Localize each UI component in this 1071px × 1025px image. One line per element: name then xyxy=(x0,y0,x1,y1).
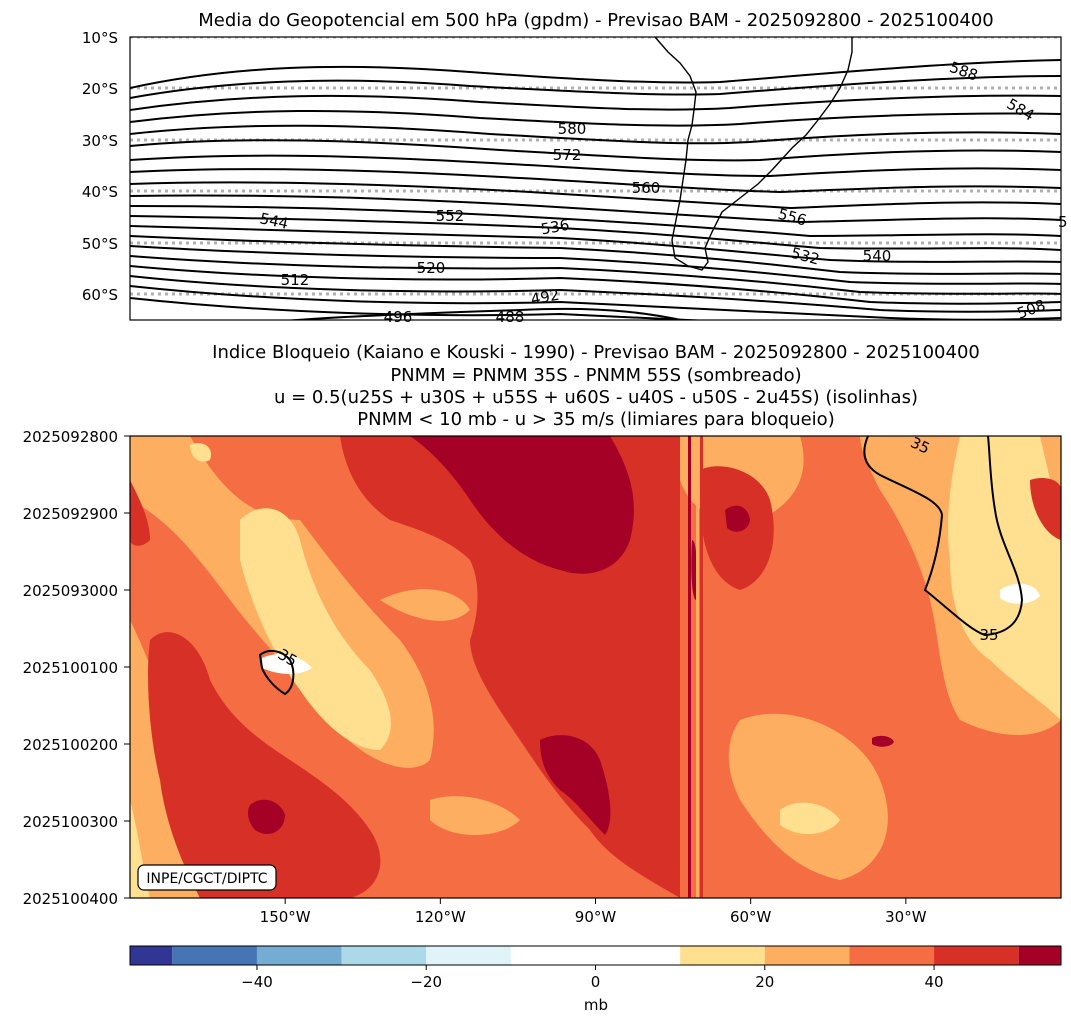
panel2-title-line: Indice Bloqueio (Kaiano e Kouski - 1990)… xyxy=(212,342,980,363)
colorbar-tick-label: −20 xyxy=(410,973,442,991)
x-tick-label: 30°W xyxy=(885,908,927,926)
y-tick-label: 2025092800 xyxy=(23,428,118,446)
colorbar: −40 −20 0 20 40 xyxy=(129,945,1062,991)
x-tick-label: 60°W xyxy=(730,908,772,926)
y-tick-label: 2025093000 xyxy=(23,582,118,600)
contour-label: 572 xyxy=(553,146,582,164)
colorbar-segment xyxy=(934,946,1019,965)
colorbar-segment xyxy=(341,946,427,965)
panel1-y-axis: 10°S 20°S 30°S 40°S 50°S 60°S xyxy=(82,29,118,304)
contour-label: 536 xyxy=(539,216,570,239)
x-tick-label: 120°W xyxy=(415,908,466,926)
contour-label: 488 xyxy=(496,308,525,326)
watermark-text: INPE/CGCT/DIPTC xyxy=(146,871,267,887)
u-isolines xyxy=(258,436,1024,696)
x-tick-label: 90°W xyxy=(575,908,617,926)
panel2-plot-area xyxy=(130,436,1061,898)
contour-label: 492 xyxy=(529,286,560,309)
colorbar-segment xyxy=(510,946,681,965)
contour-label: 512 xyxy=(281,271,310,289)
contour-label: 560 xyxy=(632,179,661,197)
y-tick-label: 50°S xyxy=(82,235,118,253)
field-above-50 xyxy=(247,436,894,835)
field-below-10 xyxy=(262,583,1040,674)
colorbar-tick-label: 0 xyxy=(591,973,601,991)
x-tick-label: 150°W xyxy=(260,908,311,926)
y-tick-label: 40°S xyxy=(82,183,118,201)
y-tick-label: 20°S xyxy=(82,80,118,98)
colorbar-segment xyxy=(680,946,765,965)
y-tick-label: 2025100400 xyxy=(23,890,118,908)
y-tick-label: 2025100200 xyxy=(23,736,118,754)
contour-label: 540 xyxy=(863,247,892,265)
panel1-title: Media do Geopotencial em 500 hPa (gpdm) … xyxy=(198,10,994,31)
colorbar-segment xyxy=(1018,946,1061,965)
contour-label: 544 xyxy=(258,209,290,233)
contour-label: 5 xyxy=(1058,213,1068,231)
colorbar-segment xyxy=(256,946,342,965)
y-tick-label: 2025100300 xyxy=(23,813,118,831)
contour-label: 580 xyxy=(558,120,587,138)
contour-label: 552 xyxy=(436,207,465,225)
panel1-plot-area xyxy=(130,37,1061,320)
watermark-box: INPE/CGCT/DIPTC xyxy=(137,864,277,891)
colorbar-segment xyxy=(172,946,257,965)
colorbar-segment xyxy=(426,946,511,965)
panel2-title-line: u = 0.5(u25S + u30S + u55S + u60S - u40S… xyxy=(274,387,918,408)
panel1-frame xyxy=(129,36,1062,321)
field-10-20 xyxy=(130,436,1061,898)
colorbar-tick-label: −40 xyxy=(241,973,273,991)
panel2-title-line: PNMM < 10 mb - u > 35 m/s (limiares para… xyxy=(357,409,834,430)
colorbar-tick-label: 40 xyxy=(924,973,943,991)
andes-stripe xyxy=(688,436,703,898)
y-tick-label: 60°S xyxy=(82,286,118,304)
contour-label: 496 xyxy=(384,308,413,326)
panel2-y-axis: 2025092800 2025092900 2025093000 2025100… xyxy=(23,428,118,908)
contour-label: 520 xyxy=(417,259,446,277)
contour-label: 35 xyxy=(979,626,998,644)
y-tick-label: 2025100100 xyxy=(23,659,118,677)
colorbar-segment xyxy=(130,946,173,965)
y-tick-label: 10°S xyxy=(82,29,118,47)
y-tick-label: 2025092900 xyxy=(23,505,118,523)
colorbar-label: mb xyxy=(584,996,608,1014)
panel2-title-line: PNMM = PNMM 35S - PNMM 55S (sombreado) xyxy=(390,365,801,386)
panel2-title: Indice Bloqueio (Kaiano e Kouski - 1990)… xyxy=(212,342,980,430)
y-tick-label: 30°S xyxy=(82,132,118,150)
colorbar-tick-label: 20 xyxy=(755,973,774,991)
south-america-coastline xyxy=(654,37,853,271)
panel2-y-ticks xyxy=(124,435,130,899)
colorbar-segment xyxy=(764,946,850,965)
colorbar-segment xyxy=(849,946,935,965)
panel2-x-axis: 150°W 120°W 90°W 60°W 30°W xyxy=(260,898,927,926)
